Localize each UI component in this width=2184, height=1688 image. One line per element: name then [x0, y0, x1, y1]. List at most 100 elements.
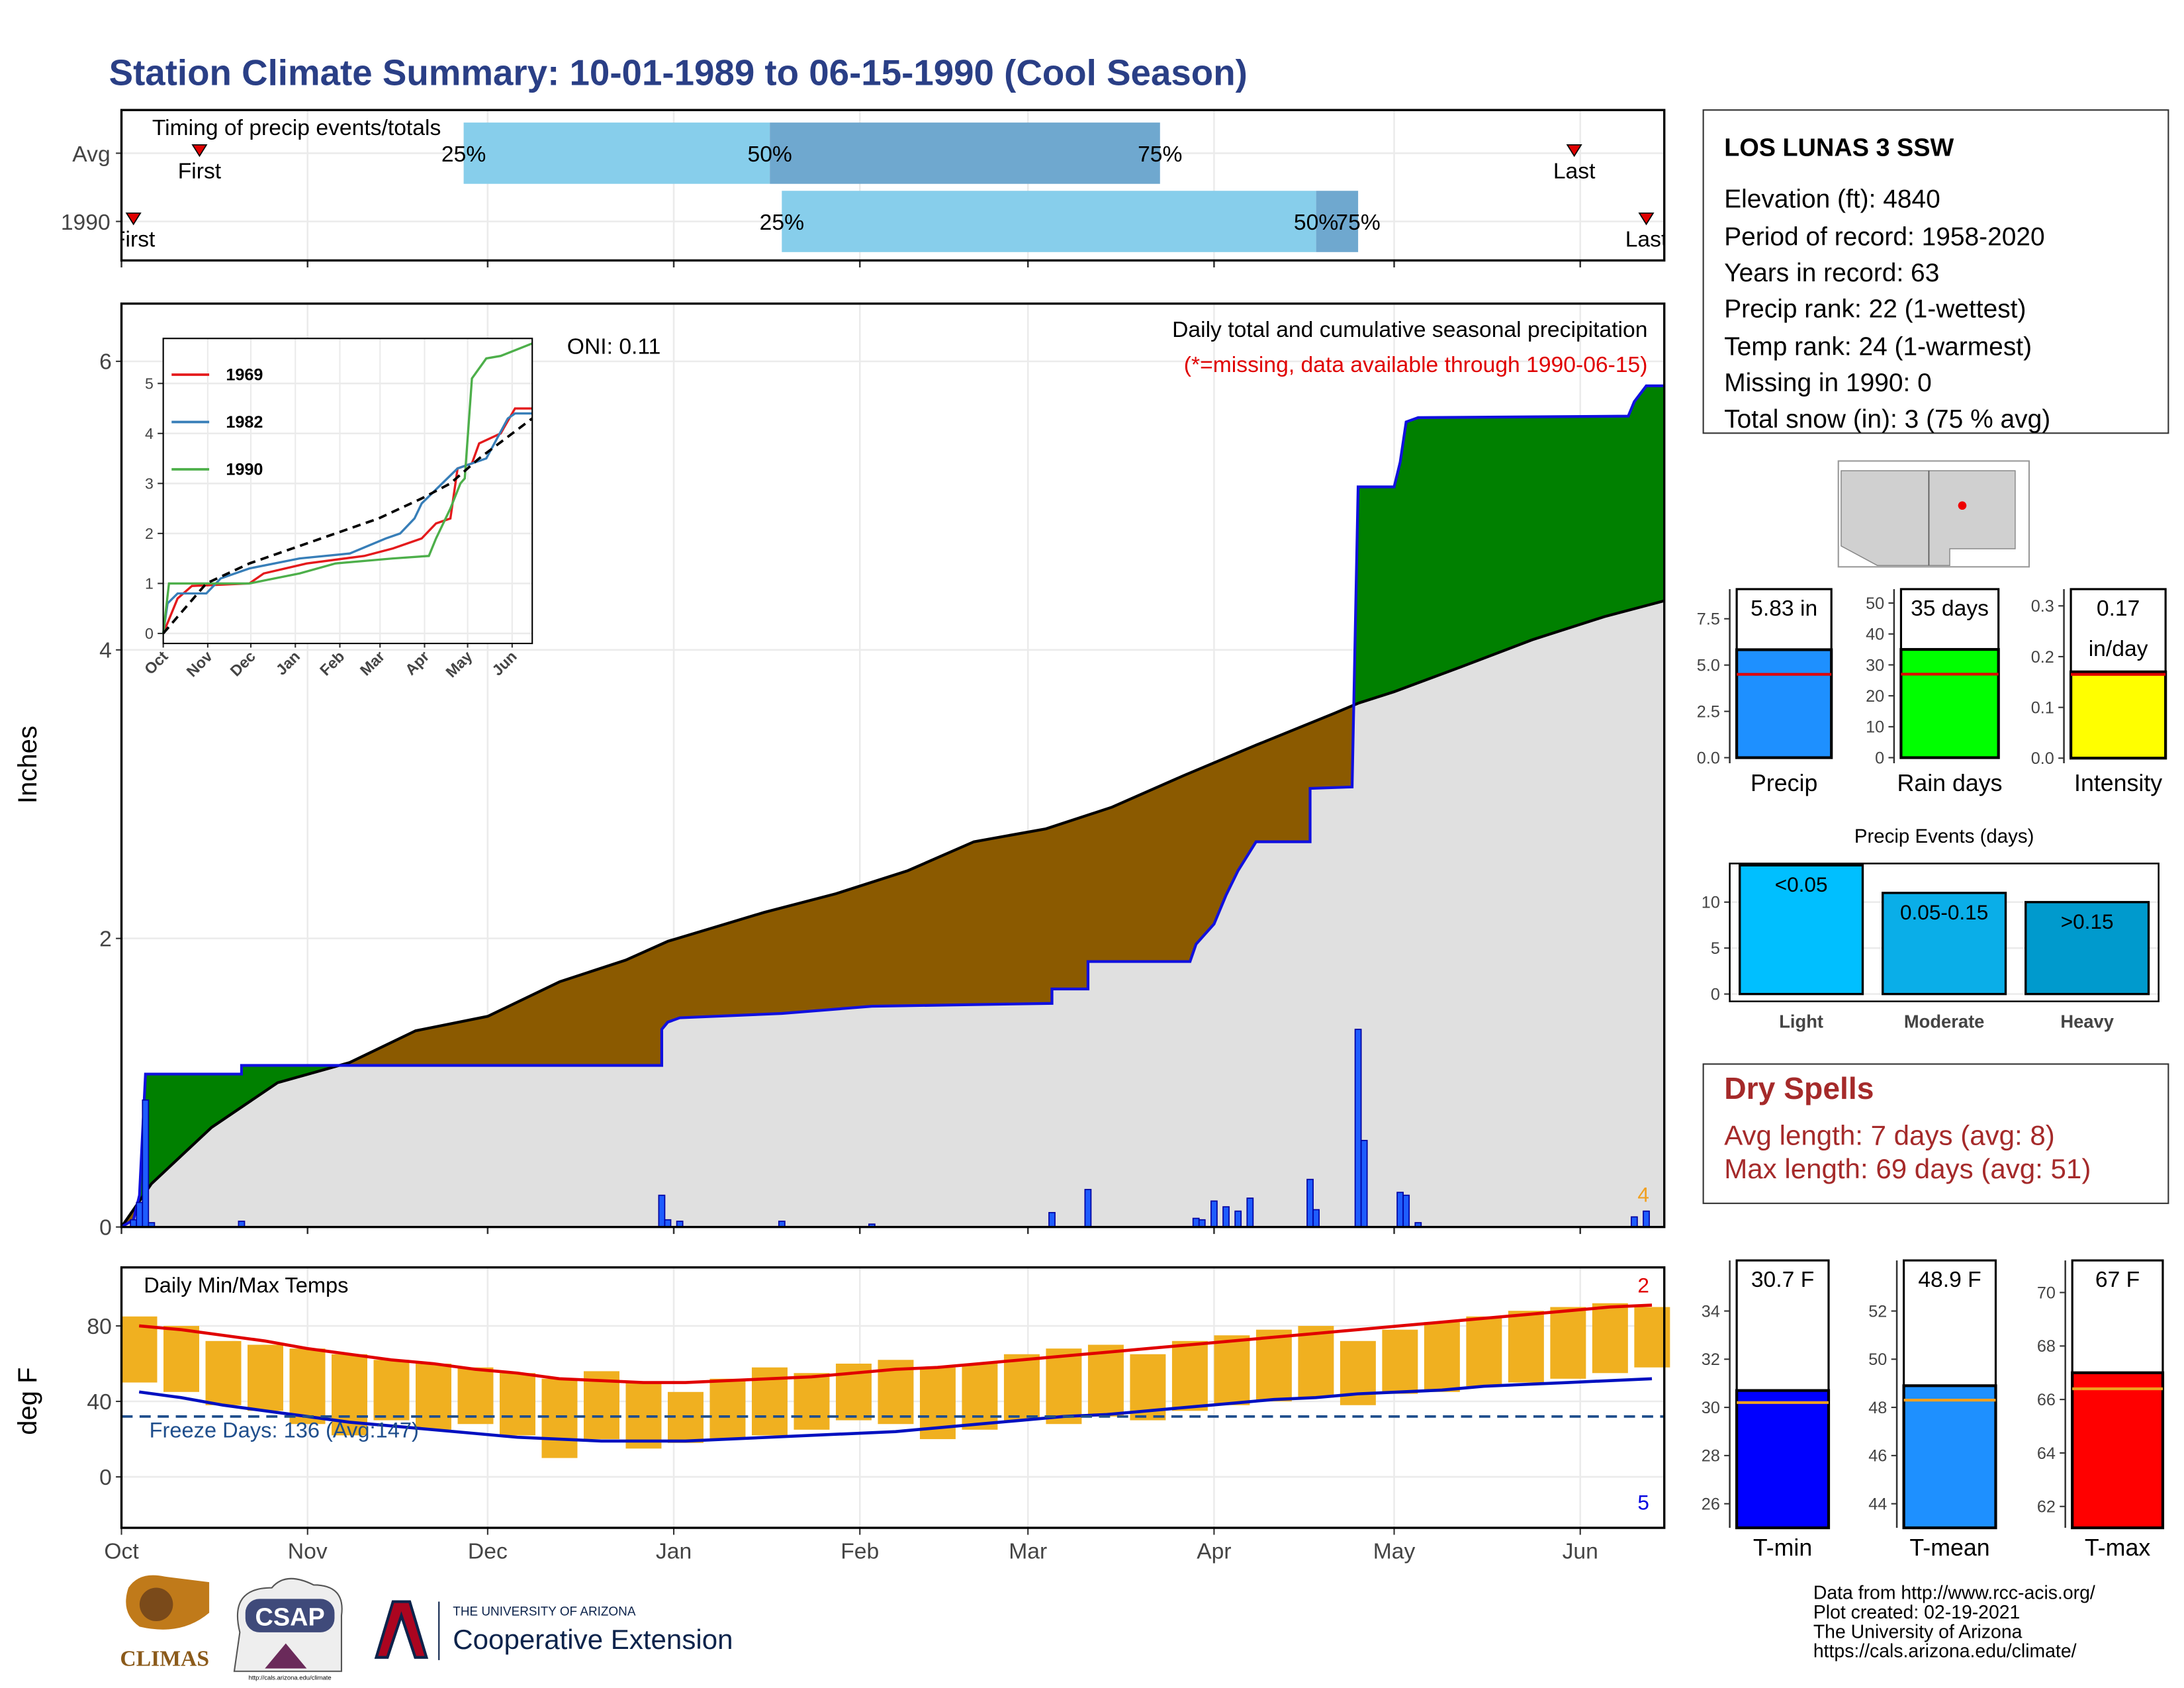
event-marker [125, 212, 142, 226]
daily-bar [1643, 1210, 1650, 1228]
station-line: Years in record: 63 [1724, 259, 1939, 287]
y-tick-label: 46 [1868, 1447, 1887, 1466]
legend-label: 1990 [226, 460, 263, 479]
plot-frame [120, 1266, 1666, 1529]
temp-range-bar [1171, 1340, 1208, 1411]
daily-bar [1192, 1217, 1200, 1228]
y-tick-label: 40 [87, 1390, 111, 1415]
bar-label: Precip [1751, 770, 1817, 796]
x-tick-label: Jan [656, 1539, 692, 1564]
event-marker [1566, 144, 1582, 158]
csap-badge [245, 1599, 335, 1632]
plot-frame [162, 338, 533, 645]
y-axis-label: Inches [13, 726, 42, 804]
x-tick-label: Heavy [2060, 1011, 2114, 1032]
temp-range-bar [163, 1325, 200, 1392]
station-name: LOS LUNAS 3 SSW [1724, 134, 1954, 162]
temp-range-bar [499, 1373, 535, 1436]
range-bar [782, 191, 1316, 252]
y-tick-label: 0 [145, 625, 154, 642]
y-tick-label: 0.0 [1697, 749, 1720, 767]
x-tick-label: Light [1779, 1011, 1823, 1032]
plot-frame [120, 302, 1666, 1229]
chart-subtitle: (*=missing, data available through 1990-… [1184, 353, 1648, 377]
csap-text: CSAP [255, 1603, 325, 1631]
page-title: Station Climate Summary: 10-01-1989 to 0… [109, 52, 1248, 93]
event-label: Last [1625, 227, 1668, 252]
percent-label: 75% [1138, 142, 1182, 167]
station-line: Temp rank: 24 (1-warmest) [1724, 333, 2032, 361]
daily-bar [658, 1194, 666, 1228]
daily-bar [136, 1201, 144, 1228]
normal-min-line [138, 1377, 1653, 1443]
temp-range-bar [373, 1360, 410, 1421]
y-tick-label: 52 [1868, 1302, 1887, 1321]
x-tick-label: Moderate [1904, 1011, 1985, 1032]
y-tick-label: 0.1 [2031, 698, 2054, 717]
chart-title: Precip Events (days) [1854, 825, 2034, 847]
daily-bar [1048, 1211, 1056, 1228]
range-bar [463, 122, 770, 184]
y-tick-label: 2 [99, 927, 112, 951]
y-tick-label: 64 [2037, 1444, 2056, 1463]
station-box: LOS LUNAS 3 SSW Elevation (ft): 4840 Per… [1702, 109, 2169, 434]
y-tick-label: 2.5 [1697, 702, 1720, 721]
corner-label: 5 [1637, 1491, 1649, 1515]
y-tick-label: 0.2 [2031, 648, 2054, 667]
y-tick-label: 1 [145, 575, 154, 592]
dry-spells-box: Dry Spells Avg length: 7 days (avg: 8) M… [1702, 1063, 2169, 1204]
locator-map [1837, 460, 2030, 568]
daily-bar [1396, 1192, 1404, 1228]
y-tick-label: 0 [1875, 749, 1884, 767]
x-tick-label: Feb [841, 1539, 879, 1564]
ua-logo [374, 1600, 429, 1659]
bar-label: Intensity [2074, 770, 2162, 796]
bar [1735, 648, 1833, 759]
bar-label: T-mean [1909, 1534, 1989, 1561]
y-tick-label: 5 [145, 375, 154, 392]
y-tick-label: 50 [1868, 1350, 1887, 1369]
footer-line: Data from http://www.rcc-acis.org/ [1813, 1582, 2095, 1603]
inset-line [161, 342, 533, 634]
value-label: 67 F [2095, 1268, 2140, 1292]
temp-range-bar [1466, 1316, 1502, 1387]
y-tick-label: 0.0 [2031, 749, 2054, 768]
temp-range-bar [541, 1378, 578, 1458]
station-line: Period of record: 1958-2020 [1724, 222, 2045, 251]
event-label: Last [1553, 159, 1596, 183]
y-tick-label: 30 [1866, 656, 1884, 675]
observed-line [120, 384, 1664, 1229]
row-label: 1990 [61, 211, 111, 235]
value-label: 5.83 in [1751, 596, 1817, 621]
temp-range-bar [709, 1378, 746, 1440]
y-tick-label: 44 [1868, 1495, 1887, 1513]
x-tick-label: Jun [1563, 1539, 1598, 1564]
bar-label: T-min [1753, 1534, 1812, 1561]
station-frame [1702, 109, 2169, 434]
percent-label: 50% [747, 142, 792, 167]
value-label: 0.17 [2097, 596, 2140, 621]
normal-line [120, 599, 1665, 1228]
row-label: Avg [72, 142, 110, 167]
bar [2025, 901, 2150, 996]
y-tick-label: 28 [1702, 1447, 1720, 1466]
bin-label: 0.05-0.15 [1900, 900, 1988, 924]
temp-range-bar [1214, 1335, 1250, 1405]
daily-bar [1084, 1189, 1092, 1228]
bar [1739, 864, 1864, 996]
map-state [1841, 470, 1930, 566]
y-tick-label: 0 [99, 1466, 112, 1490]
temp-range-bar [1508, 1311, 1544, 1383]
y-tick-label: 3 [145, 475, 154, 492]
x-tick-label: Oct [104, 1539, 139, 1564]
percent-label: 25% [760, 211, 804, 235]
temp-range-bar [457, 1367, 494, 1425]
bar [1899, 647, 2000, 759]
y-tick-label: 30 [1702, 1399, 1720, 1417]
logos: CLIMAS CSAP http://cals.arizona.edu/clim… [120, 1575, 733, 1681]
station-line: Missing in 1990: 0 [1724, 369, 1932, 397]
bar [1882, 892, 2007, 996]
daily-bar [1306, 1178, 1314, 1228]
